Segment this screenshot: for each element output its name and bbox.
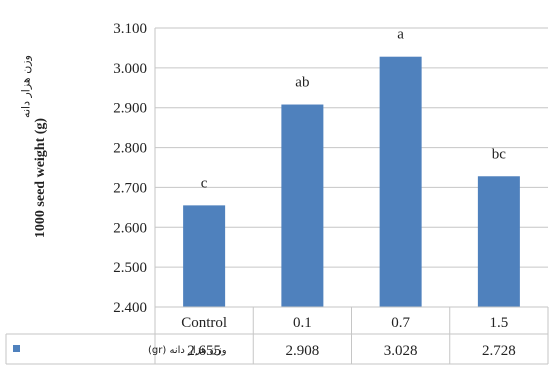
bar — [477, 176, 520, 307]
legend-label: وزن هزار دانه (gr) — [148, 345, 227, 356]
data-table-value: 2.728 — [482, 343, 516, 359]
significance-letter: c — [201, 175, 208, 191]
data-table-value: 2.908 — [286, 343, 320, 359]
x-tick-label: 0.1 — [293, 315, 312, 331]
bar — [183, 205, 226, 307]
significance-letter: ab — [295, 75, 309, 91]
y-tick-label: 2.500 — [113, 260, 147, 276]
x-tick-label: 0.7 — [391, 315, 410, 331]
data-table-value: 3.028 — [384, 343, 418, 359]
y-tick-label: 2.900 — [113, 101, 147, 117]
y-tick-label: 2.800 — [113, 141, 147, 157]
legend-swatch — [13, 345, 20, 352]
y-tick-label: 3.000 — [113, 61, 147, 77]
x-tick-label: 1.5 — [490, 315, 509, 331]
y-tick-label: 3.100 — [113, 21, 147, 37]
bar — [379, 56, 422, 307]
y-tick-label: 2.600 — [113, 220, 147, 236]
bar — [281, 104, 324, 307]
data-table-value: 2.655 — [187, 343, 221, 359]
y-tick-label: 2.400 — [113, 300, 147, 316]
y-tick-label: 2.700 — [113, 180, 147, 196]
significance-letter: bc — [492, 146, 507, 162]
x-tick-label: Control — [181, 315, 227, 331]
significance-letter: a — [397, 27, 404, 43]
